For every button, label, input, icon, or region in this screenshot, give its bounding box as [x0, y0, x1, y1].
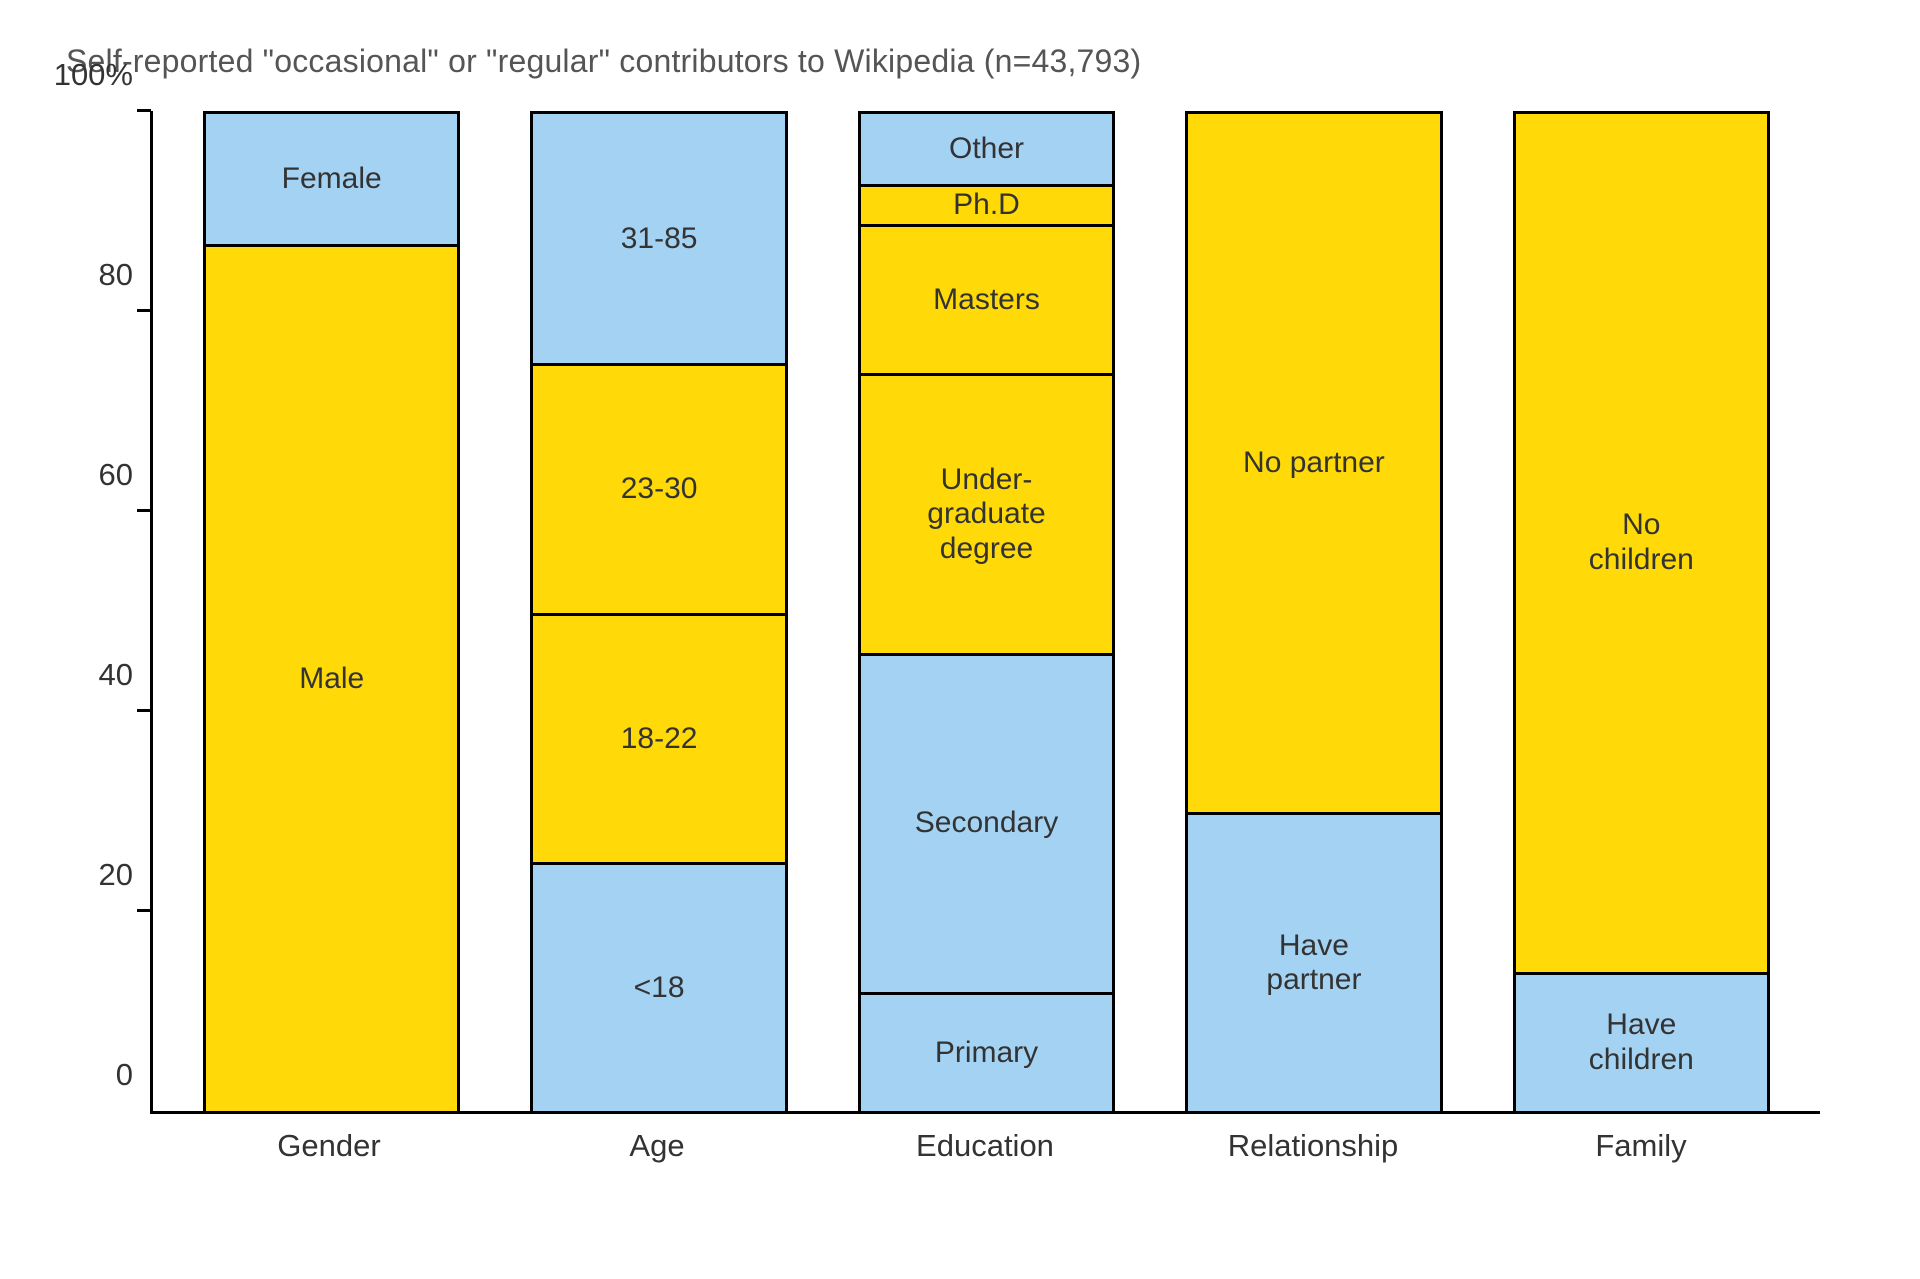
y-tick-label: 20 — [53, 857, 133, 893]
bar-segment: Havechildren — [1516, 972, 1767, 1112]
bar-segment: Masters — [861, 224, 1112, 374]
bar-segment: 18-22 — [533, 613, 784, 862]
chart-container: Self-reported "occasional" or "regular" … — [0, 0, 1920, 1204]
x-axis-label: Education — [856, 1128, 1114, 1164]
y-tick — [137, 109, 151, 112]
x-axis-label: Gender — [200, 1128, 458, 1164]
bar-segment: Female — [206, 114, 457, 244]
y-tick — [137, 709, 151, 712]
bar-segment: Other — [861, 114, 1112, 184]
y-tick-label: 100% — [53, 57, 133, 93]
x-axis-labels: Gender Age Education Relationship Family — [150, 1114, 1820, 1164]
y-tick-label: 60 — [53, 457, 133, 493]
y-tick-label: 80 — [53, 257, 133, 293]
y-tick-label: 40 — [53, 657, 133, 693]
y-tick-label: 0 — [53, 1057, 133, 1093]
bar-segment: Ph.D — [861, 184, 1112, 224]
y-tick — [137, 509, 151, 512]
bar-segment: Primary — [861, 992, 1112, 1112]
y-tick — [137, 309, 151, 312]
bar-segment: No partner — [1188, 114, 1439, 812]
chart: 020406080100%MaleFemale<1818-2223-3031-8… — [150, 111, 1820, 1164]
bar-column: MaleFemale — [203, 111, 460, 1111]
bar-segment: Nochildren — [1516, 114, 1767, 971]
bar-segment: Under-graduatedegree — [861, 373, 1112, 652]
bar-segment: <18 — [533, 862, 784, 1111]
bar-segment: Secondary — [861, 653, 1112, 992]
plot-area: 020406080100%MaleFemale<1818-2223-3031-8… — [150, 111, 1820, 1114]
y-tick — [137, 909, 151, 912]
x-axis-label: Family — [1512, 1128, 1770, 1164]
bar-segment: 23-30 — [533, 363, 784, 612]
bar-column: HavechildrenNochildren — [1513, 111, 1770, 1111]
x-axis-label: Relationship — [1184, 1128, 1442, 1164]
bar-column: HavepartnerNo partner — [1185, 111, 1442, 1111]
bar-segment: 31-85 — [533, 114, 784, 363]
bar-segment: Male — [206, 244, 457, 1111]
chart-title: Self-reported "occasional" or "regular" … — [66, 40, 1860, 83]
x-axis-label: Age — [528, 1128, 786, 1164]
bar-column: <1818-2223-3031-85 — [530, 111, 787, 1111]
bar-segment: Havepartner — [1188, 812, 1439, 1111]
bar-column: PrimarySecondaryUnder-graduatedegreeMast… — [858, 111, 1115, 1111]
